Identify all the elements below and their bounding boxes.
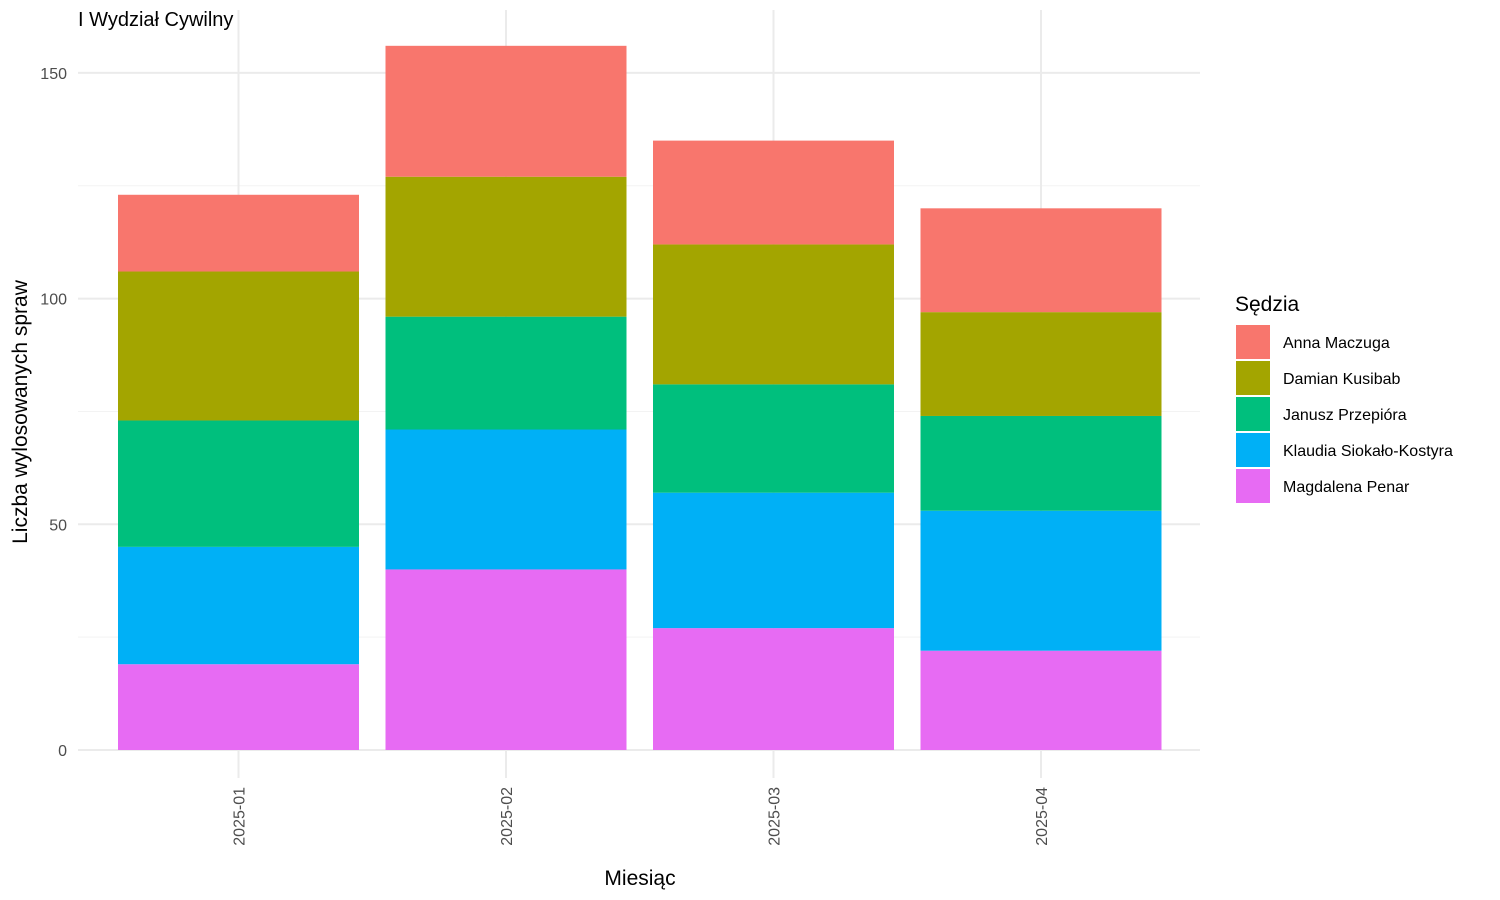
bar-segment-2025-01-magdalena-penar [118, 664, 359, 750]
legend-label: Janusz Przepióra [1283, 407, 1407, 424]
x-tick-label: 2025-02 [499, 787, 516, 846]
legend-label: Klaudia Siokało-Kostyra [1283, 443, 1453, 460]
legend-swatch [1236, 361, 1270, 395]
bar-segment-2025-01-klaudia-sioka-o-kostyra [118, 546, 359, 665]
bar-segment-2025-02-klaudia-sioka-o-kostyra [385, 429, 627, 570]
y-axis-title: Liczba wylosowanych spraw [9, 279, 32, 544]
bar-segment-2025-01-anna-maczuga [118, 194, 359, 272]
bar-segment-2025-04-klaudia-sioka-o-kostyra [920, 510, 1162, 651]
legend-swatch [1236, 397, 1270, 431]
chart-title: I Wydział Cywilny [78, 9, 233, 31]
bar-segment-2025-03-anna-maczuga [653, 140, 894, 245]
bar-segment-2025-04-anna-maczuga [920, 208, 1162, 313]
bars [118, 45, 1162, 750]
bar-segment-2025-01-janusz-przepi-ra [118, 420, 359, 547]
bar-segment-2025-03-damian-kusibab [653, 244, 894, 385]
axis-ticks: 0 50 100 150 2025-01 2025-02 2025-03 2025-04 [40, 66, 1051, 846]
bar-segment-2025-04-janusz-przepi-ra [920, 415, 1162, 511]
bar-segment-2025-03-magdalena-penar [653, 628, 894, 750]
legend-label: Anna Maczuga [1283, 335, 1390, 352]
y-tick-label: 100 [40, 292, 67, 309]
bar-segment-2025-02-damian-kusibab [385, 176, 627, 317]
y-tick-label: 50 [49, 517, 67, 534]
bar-segment-2025-02-anna-maczuga [385, 45, 627, 177]
legend: Sędzia Anna Maczuga Damian Kusibab Janusz … [1235, 293, 1453, 503]
legend-title: Sędzia [1235, 293, 1300, 316]
legend-swatch [1236, 469, 1270, 503]
bar-segment-2025-04-magdalena-penar [920, 650, 1162, 750]
legend-swatch [1236, 325, 1270, 359]
bar-segment-2025-03-klaudia-sioka-o-kostyra [653, 492, 894, 629]
bar-segment-2025-04-damian-kusibab [920, 312, 1162, 416]
bar-segment-2025-03-janusz-przepi-ra [653, 384, 894, 493]
legend-label: Magdalena Penar [1283, 479, 1410, 496]
bar-segment-2025-02-magdalena-penar [385, 569, 627, 750]
y-tick-label: 150 [40, 66, 67, 83]
bar-segment-2025-01-damian-kusibab [118, 271, 359, 421]
bar-segment-2025-02-janusz-przepi-ra [385, 316, 627, 430]
x-tick-label: 2025-01 [232, 787, 249, 846]
x-axis-title: Miesiąc [604, 867, 675, 890]
legend-label: Damian Kusibab [1283, 371, 1401, 388]
x-tick-label: 2025-03 [767, 787, 784, 846]
y-tick-label: 0 [58, 743, 67, 760]
legend-swatch [1236, 433, 1270, 467]
x-tick-label: 2025-04 [1034, 787, 1051, 846]
